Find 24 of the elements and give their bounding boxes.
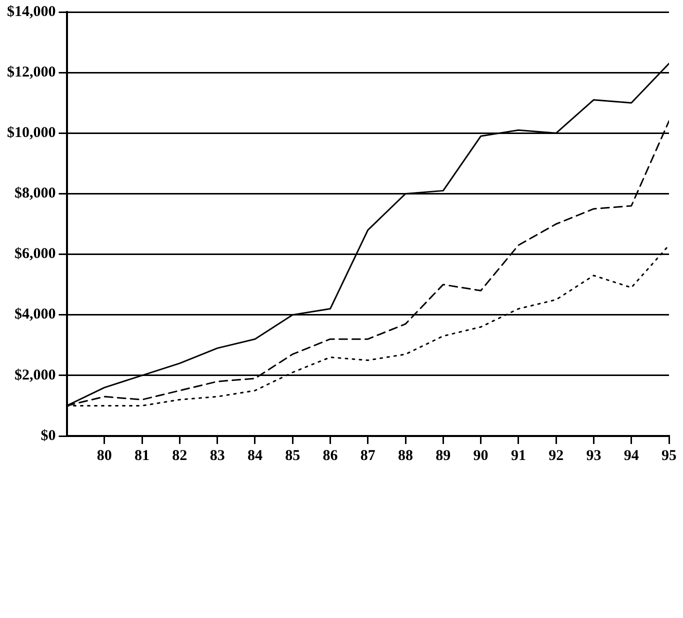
x-tick-label: 83 (210, 448, 225, 464)
y-tick-label: $8,000 (14, 186, 56, 202)
x-tick-label: 90 (473, 448, 488, 464)
x-tick-label: 86 (322, 448, 338, 464)
x-tick-label: 87 (360, 448, 376, 464)
x-tick-label: 81 (134, 448, 150, 464)
x-tick-label: 82 (172, 448, 188, 464)
x-tick-label: 84 (247, 448, 263, 464)
y-tick-label: $10,000 (7, 125, 56, 142)
x-tick-label: 89 (436, 448, 451, 464)
x-tick-label: 94 (624, 448, 640, 464)
y-tick-label: $4,000 (14, 306, 56, 323)
x-tick-label: 91 (510, 448, 526, 464)
x-tick-label: 95 (662, 448, 676, 464)
y-tick-label: $0 (40, 428, 56, 444)
y-tick-label: $2,000 (14, 367, 56, 384)
y-tick-label: $12,000 (7, 64, 56, 80)
x-tick-label: 93 (586, 448, 602, 464)
x-tick-label: 88 (398, 448, 414, 464)
y-tick-label: $14,000 (7, 4, 56, 20)
x-tick-label: 80 (96, 448, 112, 464)
x-tick-label: 85 (285, 448, 300, 464)
x-tick-label: 92 (548, 448, 564, 464)
y-tick-label: $6,000 (14, 246, 56, 262)
